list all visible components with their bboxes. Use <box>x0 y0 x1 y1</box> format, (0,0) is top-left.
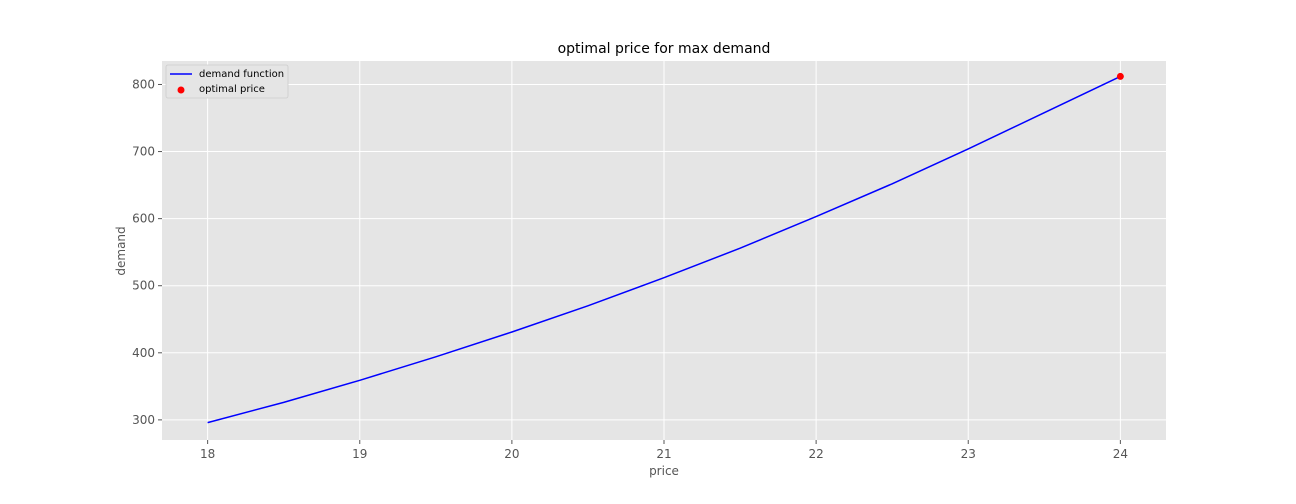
series-line-demand-function <box>207 75 1121 424</box>
legend-dot-marker <box>177 86 185 94</box>
chart-title: optimal price for max demand <box>558 41 771 57</box>
x-tick-label: 21 <box>656 447 671 461</box>
series-layer <box>207 72 1124 424</box>
x-axis-label: price <box>649 464 679 478</box>
x-tick-label: 19 <box>352 447 367 461</box>
y-tick-label: 800 <box>132 77 155 91</box>
x-tick-label: 20 <box>504 447 519 461</box>
legend-label-demand-function: demand function <box>199 69 284 80</box>
y-axis-label: demand <box>114 226 128 275</box>
grid <box>162 61 1166 440</box>
y-tick-label: 400 <box>132 346 155 360</box>
x-tick-label: 23 <box>961 447 976 461</box>
x-tick-label: 18 <box>200 447 215 461</box>
y-tick-label: 300 <box>132 413 155 427</box>
legend: demand function optimal price <box>165 64 289 99</box>
legend-label-optimal-price: optimal price <box>199 84 265 95</box>
x-tick-label: 24 <box>1113 447 1128 461</box>
optimal-price-point <box>1116 72 1124 80</box>
y-tick-label: 600 <box>132 212 155 226</box>
x-tick-label: 22 <box>808 447 823 461</box>
y-ticks: 300 400 500 600 700 800 <box>132 77 162 427</box>
legend-box <box>165 64 289 99</box>
x-ticks: 18 19 20 21 22 23 24 <box>200 440 1128 461</box>
y-tick-label: 700 <box>132 145 155 159</box>
y-tick-label: 500 <box>132 279 155 293</box>
